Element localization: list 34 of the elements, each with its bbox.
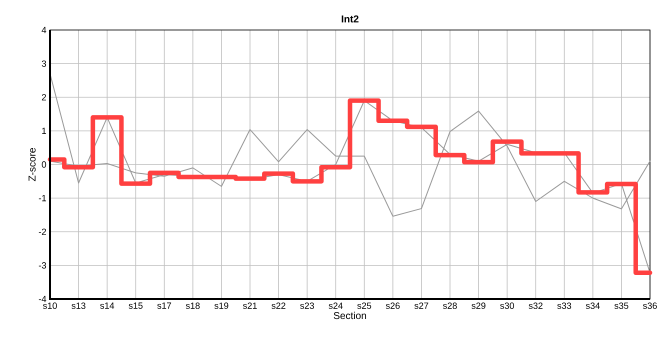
- x-tick-label: s32: [528, 302, 543, 309]
- x-axis-title: Section: [334, 312, 366, 320]
- y-axis-title: Z-score: [28, 148, 36, 182]
- x-tick-label: s22: [272, 302, 286, 309]
- x-tick-label: s15: [128, 302, 143, 309]
- y-tick-label: -4: [38, 296, 46, 302]
- x-tick-label: s35: [614, 302, 628, 309]
- x-tick-label: s26: [386, 302, 400, 309]
- x-tick-label: s30: [500, 302, 514, 309]
- x-tick-label: s14: [100, 302, 114, 309]
- y-tick-label: -3: [38, 262, 46, 269]
- chart-title: Int2: [342, 15, 358, 22]
- x-tick-label: s33: [557, 302, 572, 309]
- x-tick-label: s17: [157, 302, 172, 309]
- x-tick-label: s18: [186, 302, 200, 309]
- y-tick-label: 0: [42, 161, 46, 168]
- x-tick-label: s10: [43, 302, 57, 309]
- x-tick-label: s34: [586, 302, 600, 309]
- y-tick-label: -1: [38, 195, 46, 202]
- y-tick-label: 1: [42, 128, 46, 134]
- x-tick-label: s28: [443, 302, 457, 309]
- x-tick-label: s23: [300, 302, 314, 309]
- x-tick-label: s25: [357, 302, 372, 309]
- y-tick-label: 2: [42, 94, 46, 100]
- x-tick-label: s21: [243, 302, 257, 309]
- y-tick-label: 4: [42, 26, 46, 34]
- x-tick-label: s13: [72, 302, 86, 309]
- x-tick-label: s27: [414, 302, 428, 309]
- y-tick-label: 3: [42, 60, 46, 67]
- x-tick-label: s24: [328, 302, 343, 309]
- y-tick-label: -2: [38, 228, 46, 235]
- x-tick-label: s36: [643, 302, 657, 309]
- x-tick-label: s29: [472, 302, 486, 309]
- x-tick-label: s19: [214, 302, 228, 309]
